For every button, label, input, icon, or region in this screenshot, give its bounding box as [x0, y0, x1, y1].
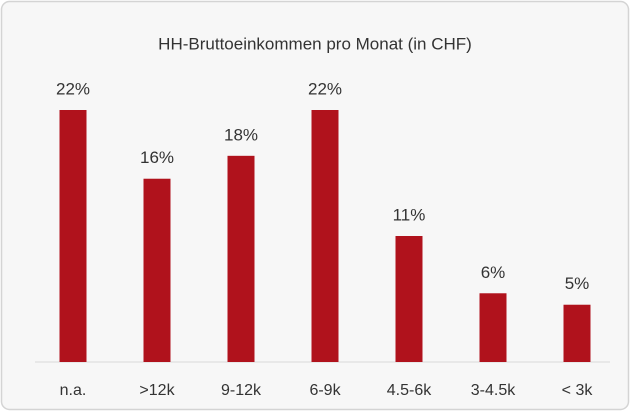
- bar: [59, 110, 87, 362]
- bar: [311, 110, 339, 362]
- bar: [479, 293, 507, 362]
- value-label: 6%: [481, 263, 506, 282]
- value-label: 22%: [308, 79, 342, 98]
- x-tick-label: < 3k: [562, 382, 594, 399]
- chart-title: HH-Bruttoeinkommen pro Monat (in CHF): [158, 34, 472, 53]
- x-tick-label: 6-9k: [309, 382, 341, 399]
- x-tick-label: 9-12k: [221, 382, 262, 399]
- value-label: 16%: [140, 148, 174, 167]
- bar: [395, 236, 423, 362]
- value-label: 22%: [56, 79, 90, 98]
- value-label: 18%: [224, 125, 258, 144]
- value-label: 11%: [393, 205, 426, 224]
- bar: [143, 178, 171, 362]
- x-tick-label: 4.5-6k: [387, 382, 432, 399]
- bar: [227, 155, 255, 362]
- x-tick-label: 3-4.5k: [471, 382, 516, 399]
- bar: [563, 304, 591, 362]
- x-tick-label: n.a.: [60, 382, 87, 399]
- value-label: 5%: [565, 274, 590, 293]
- x-tick-label: >12k: [139, 382, 175, 399]
